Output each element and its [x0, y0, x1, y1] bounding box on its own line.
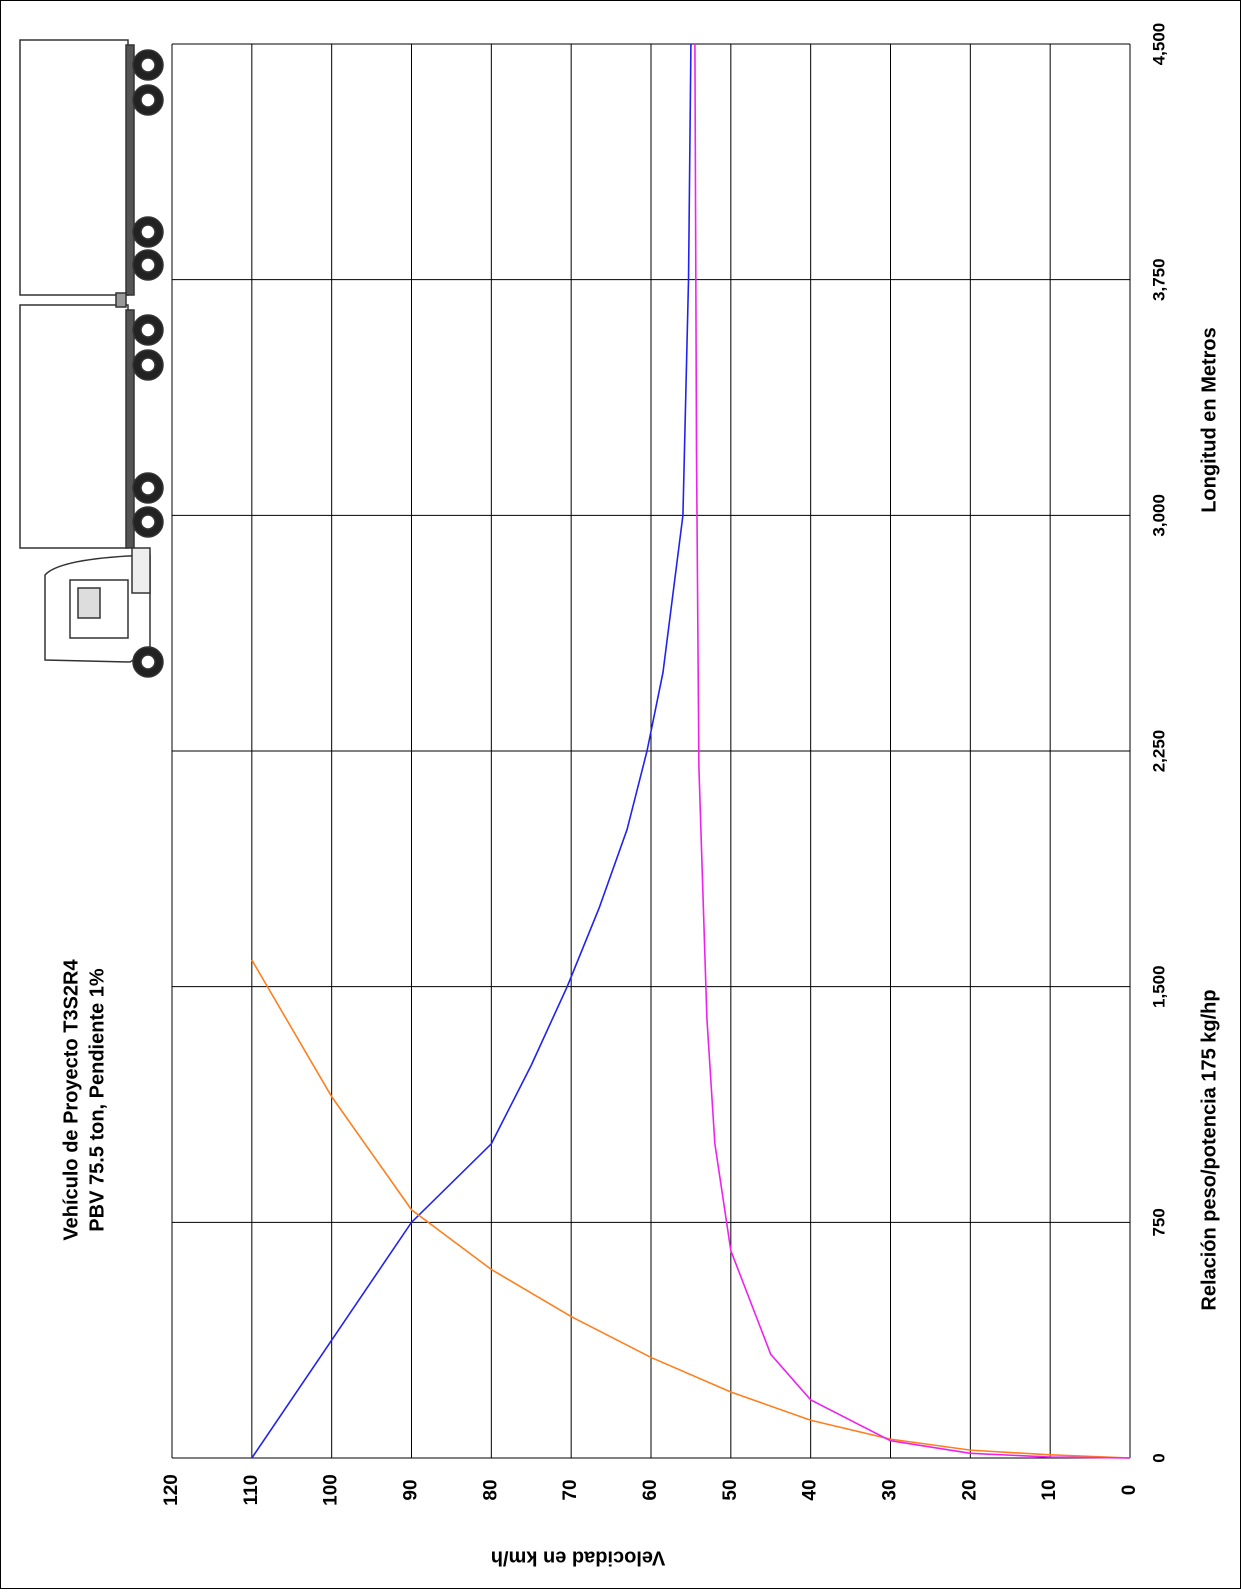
- series-line: [251, 959, 1131, 1459]
- y-tick-label: 40: [800, 1479, 821, 1500]
- x-tick-label: 1,500: [1149, 965, 1168, 1008]
- y-axis-title: Velocidad en km/h: [491, 1547, 666, 1569]
- annotation: Relación peso/potencia 175 kg/hp: [1198, 989, 1220, 1310]
- x-tick-label: 0: [1149, 1453, 1168, 1462]
- x-tick-label: 750: [1149, 1208, 1168, 1236]
- y-tick-label: 80: [480, 1479, 501, 1500]
- y-tick-label: 60: [640, 1479, 661, 1500]
- series-line: [251, 43, 692, 1459]
- x-axis-title: Longitud en Metros: [1198, 327, 1220, 513]
- y-tick-label: 20: [959, 1479, 980, 1500]
- y-tick-label: 30: [880, 1479, 901, 1500]
- y-tick-label: 100: [321, 1474, 342, 1506]
- y-tick-label: 70: [560, 1479, 581, 1500]
- truck-illustration: [19, 39, 164, 678]
- series-line: [694, 43, 1131, 1459]
- y-tick-label: 10: [1039, 1479, 1060, 1500]
- y-tick-label: 90: [401, 1479, 422, 1500]
- x-tick-label: 2,250: [1149, 730, 1168, 773]
- y-tick-label: 50: [720, 1479, 741, 1500]
- chart-title: Vehículo de Proyecto T3S2R4: [60, 959, 82, 1241]
- x-tick-label: 3,750: [1149, 258, 1168, 301]
- chart-subtitle: PBV 75.5 ton, Pendiente 1%: [86, 968, 108, 1232]
- y-tick-label: 110: [241, 1475, 262, 1506]
- y-tick-label: 120: [161, 1474, 182, 1506]
- x-tick-label: 4,500: [1149, 23, 1168, 66]
- x-tick-label: 3,000: [1149, 494, 1168, 537]
- y-tick-label: 0: [1119, 1485, 1140, 1496]
